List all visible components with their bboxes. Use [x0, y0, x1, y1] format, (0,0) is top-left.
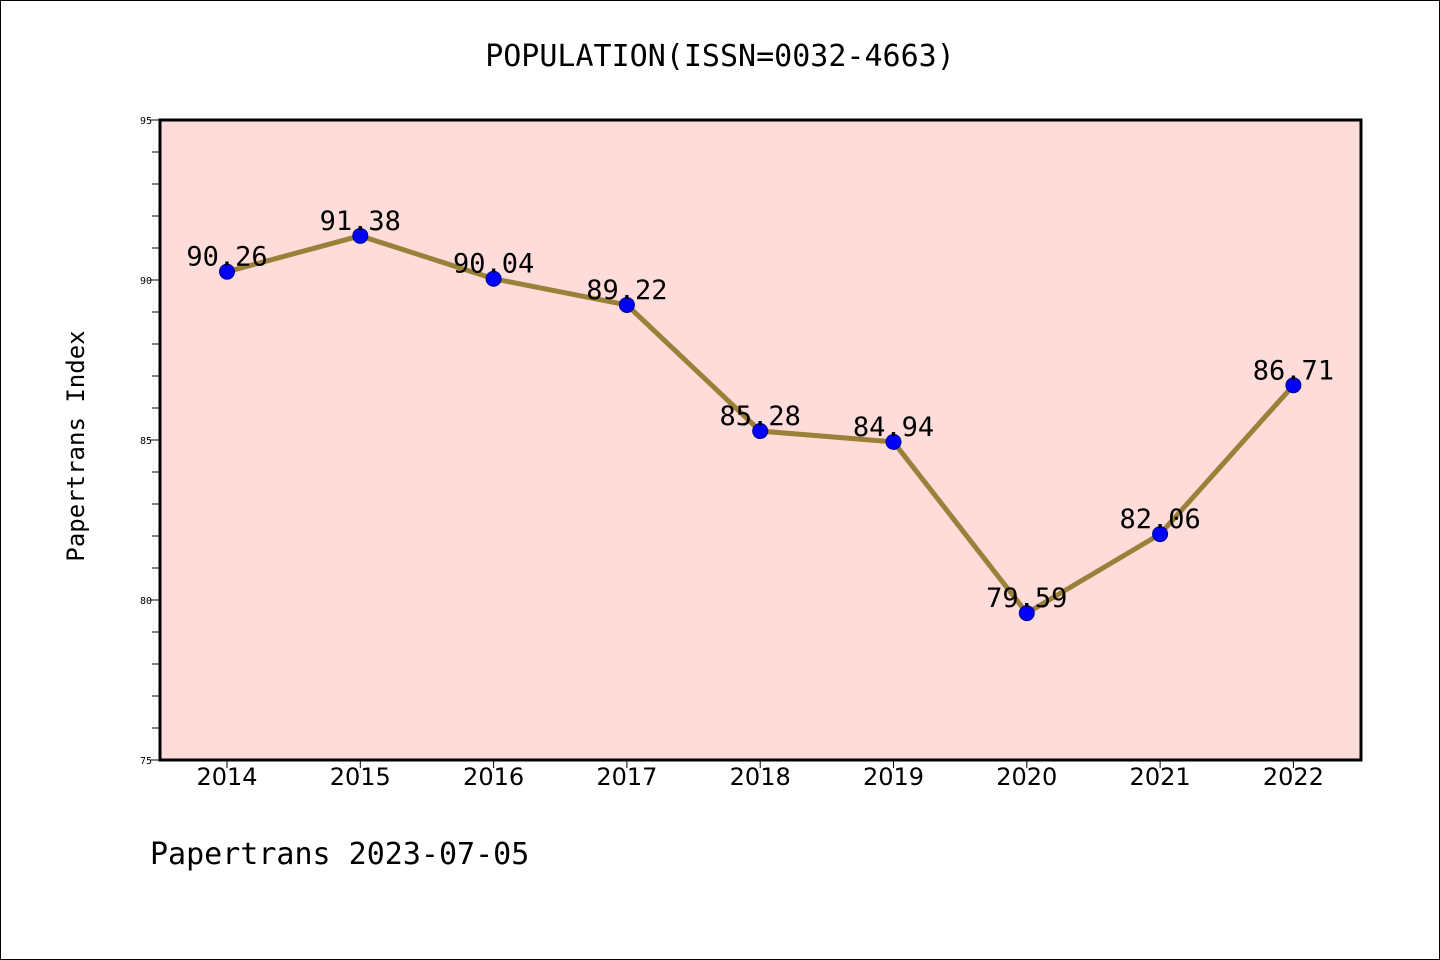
data-label: 86.71: [1253, 355, 1334, 386]
data-point: [752, 423, 769, 440]
data-points: [219, 227, 1302, 622]
data-point: [1285, 377, 1302, 394]
x-tick-label: 2017: [596, 763, 657, 791]
x-tick-label: 2021: [1130, 763, 1191, 791]
data-point: [485, 270, 502, 287]
data-point: [885, 433, 902, 450]
data-label: 89.22: [586, 275, 667, 306]
data-label: 84.94: [853, 412, 934, 443]
x-tick-label: 2014: [196, 763, 257, 791]
y-tick-label: 80: [140, 596, 152, 607]
data-point: [219, 263, 235, 280]
x-axis: 2014 2015 2016 2017 2018 2019 2020 2021 2022: [196, 760, 1324, 791]
data-labels: 90.26 91.38 90.04 89.22 85.28 84.94 79.59 82.06…: [186, 206, 1334, 614]
data-label: 91.38: [320, 206, 401, 237]
plot-area: [158, 118, 1363, 762]
x-tick-label: 2020: [996, 763, 1057, 791]
data-label: 90.04: [453, 249, 534, 280]
data-point: [1152, 526, 1169, 543]
y-tick-label: 85: [140, 436, 152, 447]
y-tick-label: 95: [140, 116, 152, 127]
y-axis: 75 80 85 90 95: [140, 116, 160, 767]
data-label: 82.06: [1119, 504, 1200, 535]
x-tick-label: 2015: [330, 763, 391, 791]
x-tick-label: 2016: [463, 763, 524, 791]
x-tick-label: 2018: [730, 763, 791, 791]
x-tick-label: 2022: [1263, 763, 1324, 791]
data-point: [618, 296, 635, 313]
data-label: 79.59: [986, 583, 1067, 614]
chart-title: POPULATION(ISSN=0032-4663): [485, 39, 955, 74]
data-label: 90.26: [186, 242, 267, 273]
data-point: [1018, 605, 1035, 622]
footer-text: Papertrans 2023-07-05: [150, 837, 529, 872]
y-axis-label: Papertrans Index: [62, 330, 90, 561]
y-tick-label: 90: [140, 276, 152, 287]
x-tick-label: 2019: [863, 763, 924, 791]
data-label: 85.28: [720, 401, 801, 432]
data-point: [352, 227, 369, 244]
y-tick-label: 75: [140, 756, 152, 767]
